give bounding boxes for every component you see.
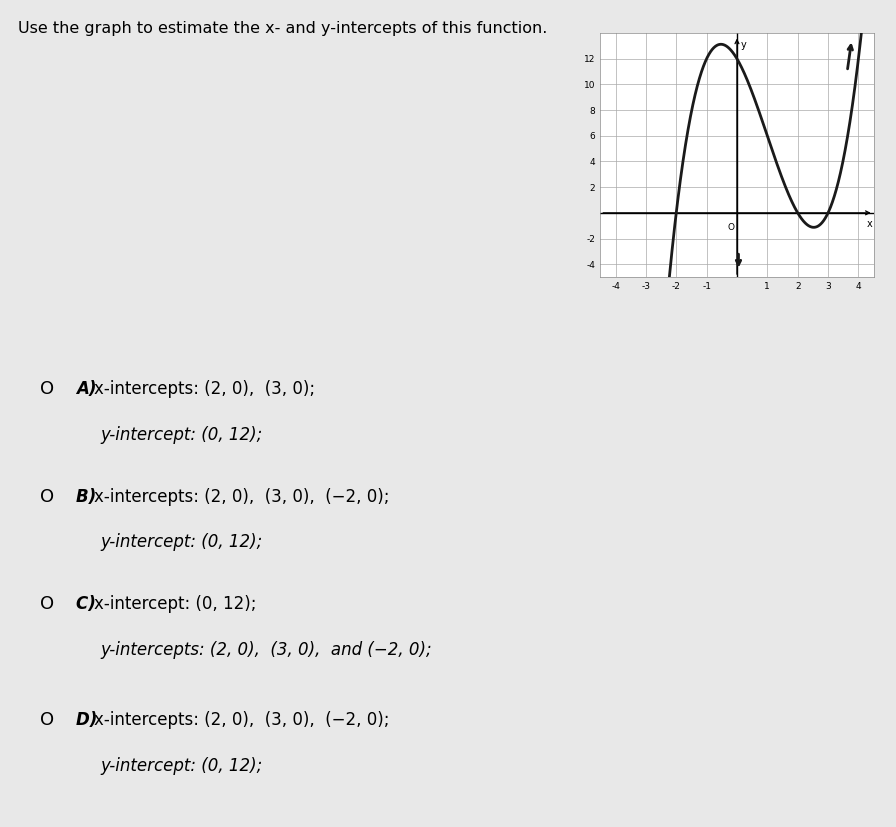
Text: y: y [741, 40, 746, 50]
Text: x: x [866, 219, 872, 229]
Text: y-intercept: (0, 12);: y-intercept: (0, 12); [100, 426, 263, 444]
Text: x-intercepts: (2, 0),  (3, 0);: x-intercepts: (2, 0), (3, 0); [94, 380, 315, 399]
Text: O: O [40, 711, 55, 729]
Text: y-intercept: (0, 12);: y-intercept: (0, 12); [100, 757, 263, 775]
Text: B): B) [76, 488, 102, 506]
Text: O: O [40, 380, 55, 399]
Text: A): A) [76, 380, 102, 399]
Text: O: O [40, 488, 55, 506]
Text: O: O [40, 595, 55, 614]
Text: Use the graph to estimate the x- and y-intercepts of this function.: Use the graph to estimate the x- and y-i… [18, 21, 547, 36]
Text: y-intercepts: (2, 0),  (3, 0),  and (−2, 0);: y-intercepts: (2, 0), (3, 0), and (−2, 0… [100, 641, 432, 659]
Text: C): C) [76, 595, 102, 614]
Text: y-intercept: (0, 12);: y-intercept: (0, 12); [100, 533, 263, 552]
Text: O: O [728, 223, 735, 232]
Text: x-intercepts: (2, 0),  (3, 0),  (−2, 0);: x-intercepts: (2, 0), (3, 0), (−2, 0); [94, 488, 390, 506]
Text: x-intercepts: (2, 0),  (3, 0),  (−2, 0);: x-intercepts: (2, 0), (3, 0), (−2, 0); [94, 711, 390, 729]
Text: D): D) [76, 711, 103, 729]
Text: x-intercept: (0, 12);: x-intercept: (0, 12); [94, 595, 256, 614]
